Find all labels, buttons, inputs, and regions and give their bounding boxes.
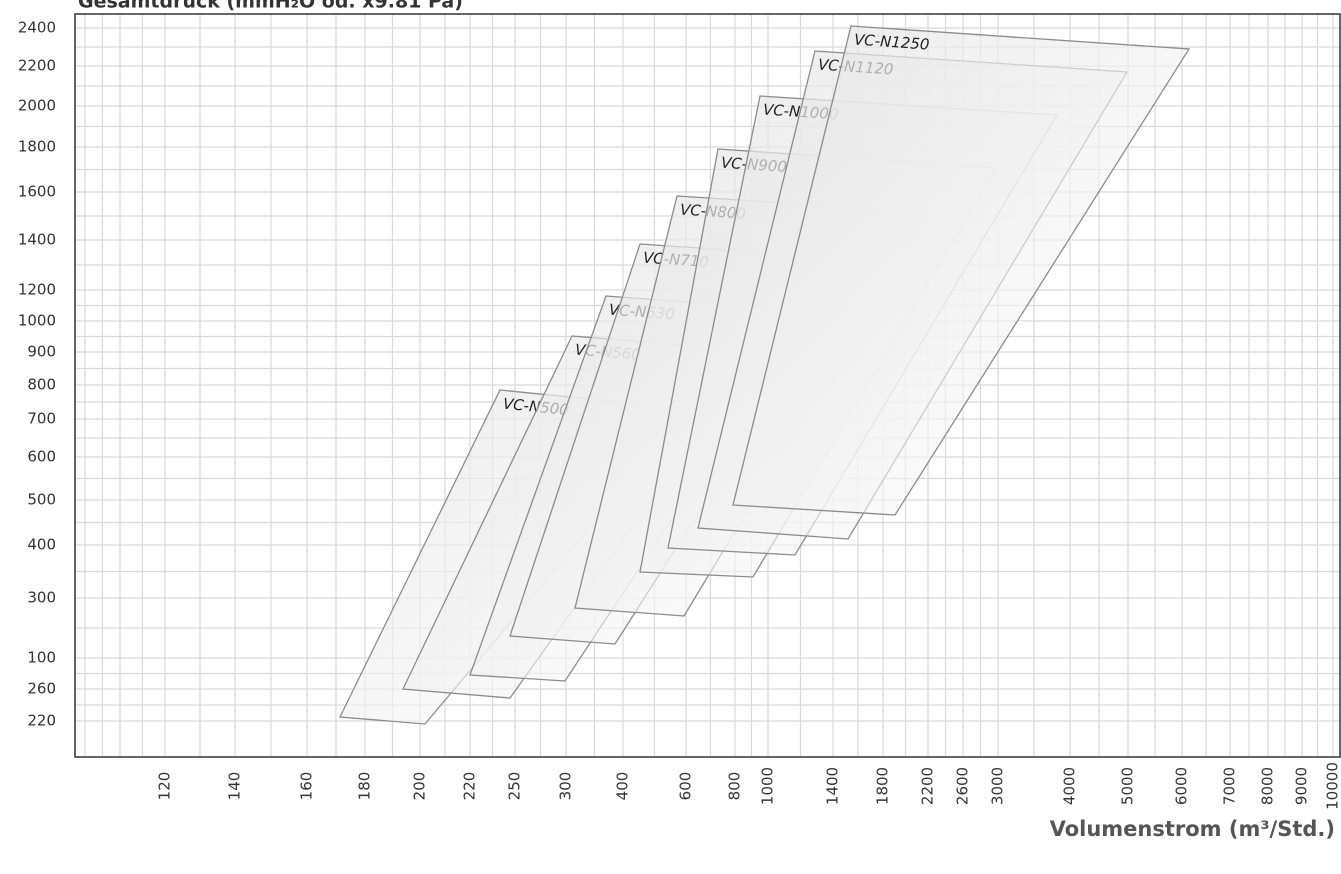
y-tick-label: 2400 [18, 19, 56, 37]
x-tick-label: 4000 [1061, 767, 1079, 805]
x-tick-label: 180 [356, 772, 374, 801]
y-tick-label: 220 [27, 712, 56, 730]
x-tick-label: 220 [461, 772, 479, 801]
fan-area [732, 25, 1191, 516]
y-tick-label: 2000 [18, 97, 56, 115]
x-tick-label: 1800 [874, 767, 892, 805]
y-tick-label: 1400 [18, 231, 56, 249]
y-tick-label: 2200 [18, 57, 56, 75]
x-tick-label: 3000 [989, 767, 1007, 805]
x-tick-label: 200 [411, 772, 429, 801]
x-tick-label: 1400 [824, 767, 842, 805]
y-axis-title: Gesamtdruck (mmH₂O od. x9.81 Pa) [78, 0, 463, 13]
y-tick-label: 400 [27, 536, 56, 554]
x-tick-label: 2600 [954, 767, 972, 805]
y-tick-label: 100 [27, 649, 56, 667]
x-tick-label: 160 [298, 772, 316, 801]
x-tick-label: 6000 [1173, 767, 1191, 805]
y-tick-label: 1000 [18, 312, 56, 330]
y-tick-label: 600 [27, 448, 56, 466]
y-tick-label: 900 [27, 343, 56, 361]
x-axis-title: Volumenstrom (m³/Std.) [1050, 817, 1335, 841]
x-tick-label: 250 [506, 772, 524, 801]
x-tick-label: 2200 [919, 767, 937, 805]
y-tick-label: 1200 [18, 281, 56, 299]
x-tick-label: 300 [557, 772, 575, 801]
x-tick-label: 7000 [1221, 767, 1239, 805]
x-tick-label: 9000 [1293, 767, 1311, 805]
y-tick-label: 800 [27, 376, 56, 394]
y-tick-label: 700 [27, 410, 56, 428]
x-tick-label: 5000 [1119, 767, 1137, 805]
x-tick-label: 140 [226, 772, 244, 801]
y-tick-label: 260 [27, 680, 56, 698]
y-tick-label: 1800 [18, 138, 56, 156]
x-tick-label: 120 [156, 772, 174, 801]
y-tick-label: 300 [27, 589, 56, 607]
plot-frame [74, 13, 1341, 758]
x-tick-label: 8000 [1259, 767, 1277, 805]
y-tick-label: 500 [27, 491, 56, 509]
x-tick-label: 600 [677, 772, 695, 801]
x-tick-label: 400 [614, 772, 632, 801]
x-tick-label: 800 [726, 772, 744, 801]
fan-label: VC-N1250 [853, 31, 930, 54]
x-tick-label: 1000 [759, 767, 777, 805]
y-tick-label: 1600 [18, 183, 56, 201]
x-tick-label: 10000 [1324, 762, 1341, 810]
fans: VC-N500VC-N560VC-N630VC-N710VC-N800VC-N9… [338, 25, 1191, 725]
